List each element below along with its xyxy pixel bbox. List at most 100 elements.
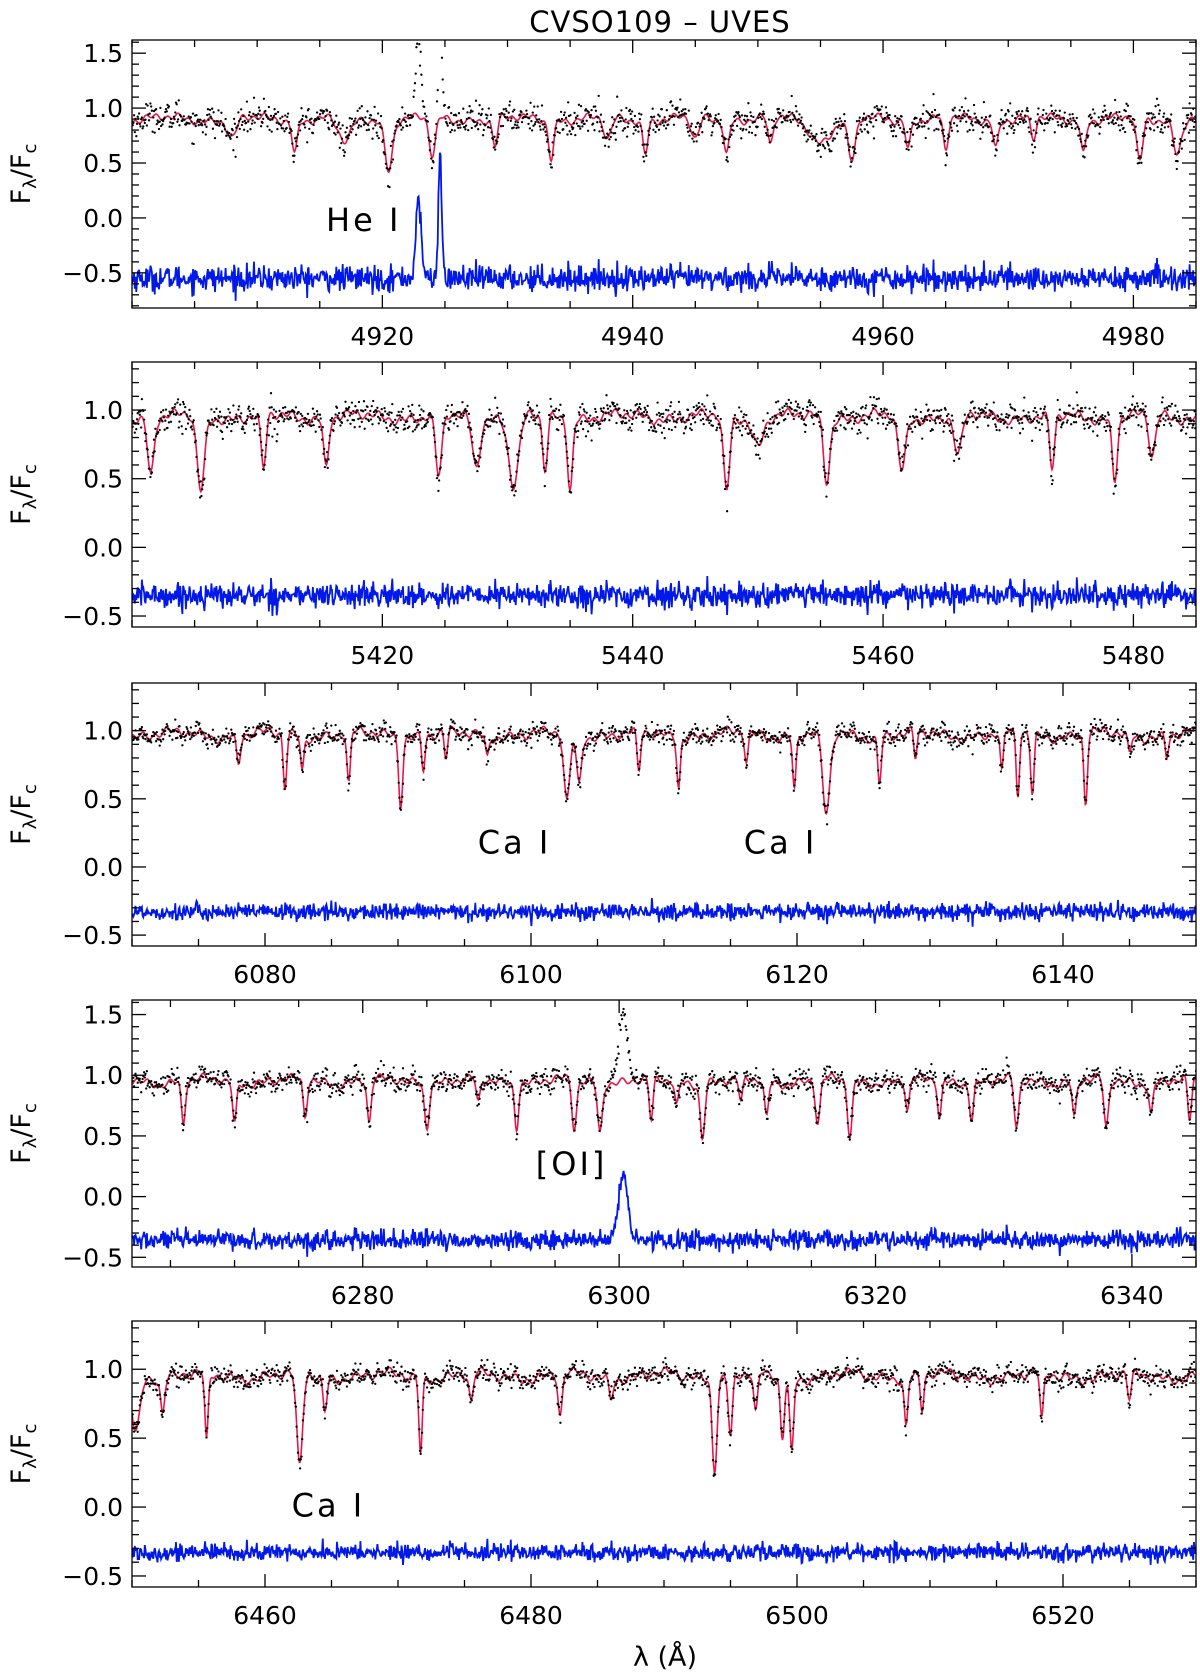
observed-point: [198, 1078, 202, 1081]
observed-point: [340, 732, 344, 735]
observed-point: [1091, 430, 1095, 433]
observed-point: [176, 1066, 179, 1070]
observed-point: [1134, 409, 1137, 412]
observed-point: [247, 407, 250, 410]
observed-point: [607, 411, 610, 414]
observed-point: [1023, 739, 1026, 743]
observed-point: [1086, 136, 1089, 139]
observed-point: [557, 409, 561, 412]
observed-point: [1166, 750, 1169, 754]
observed-point: [966, 733, 969, 736]
observed-point: [538, 424, 542, 427]
observed-point: [299, 757, 302, 760]
observed-point: [869, 412, 873, 415]
observed-point: [320, 428, 323, 432]
observed-point: [603, 738, 606, 742]
observed-point: [534, 731, 537, 734]
observed-point: [1154, 105, 1157, 108]
observed-point: [692, 140, 695, 143]
observed-point: [785, 736, 788, 740]
observed-point: [1123, 427, 1126, 431]
observed-point: [996, 415, 1000, 418]
y-tick-label: −0.5: [62, 602, 123, 631]
observed-point: [1161, 131, 1164, 134]
observed-point: [1065, 737, 1069, 740]
observed-point: [665, 738, 668, 742]
observed-point: [132, 114, 136, 117]
observed-point: [1011, 125, 1015, 128]
observed-point: [167, 421, 171, 424]
observed-point: [608, 737, 612, 741]
observed-point: [1118, 743, 1122, 746]
observed-point: [214, 418, 217, 421]
observed-point: [779, 115, 783, 118]
observed-point: [1129, 752, 1132, 755]
observed-point: [289, 417, 293, 420]
observed-point: [855, 415, 859, 419]
observed-point: [658, 414, 661, 417]
observed-point: [1070, 733, 1074, 736]
observed-point: [668, 419, 671, 422]
observed-point: [1093, 419, 1096, 423]
observed-point: [498, 420, 502, 423]
observed-point: [1091, 726, 1095, 729]
observed-point: [832, 750, 835, 753]
observed-point: [323, 110, 326, 113]
observed-point: [704, 107, 708, 110]
observed-point: [1056, 120, 1059, 124]
observed-point: [1088, 122, 1091, 126]
observed-point: [1032, 409, 1035, 413]
observed-point: [537, 120, 540, 124]
observed-point: [820, 426, 823, 429]
observed-point: [663, 116, 666, 119]
observed-point: [1177, 415, 1181, 418]
observed-point: [502, 431, 505, 434]
observed-point: [1087, 416, 1090, 420]
observed-point: [995, 149, 998, 152]
observed-point: [248, 409, 251, 413]
observed-point: [1028, 415, 1031, 418]
observed-point: [999, 118, 1003, 121]
observed-point: [990, 131, 993, 135]
observed-point: [363, 427, 366, 430]
observed-point: [163, 733, 166, 736]
observed-point: [182, 115, 185, 118]
observed-point: [415, 725, 418, 728]
observed-point: [172, 413, 176, 416]
observed-point: [226, 419, 229, 423]
observed-point: [223, 735, 227, 738]
observed-point: [955, 124, 959, 127]
observed-point: [1077, 127, 1081, 131]
observed-point: [1104, 415, 1107, 418]
observed-point: [669, 724, 673, 727]
observed-point: [1031, 151, 1035, 154]
observed-point: [801, 415, 804, 418]
observed-point: [734, 422, 737, 425]
observed-point: [527, 122, 530, 126]
observed-point: [224, 1078, 227, 1082]
observed-point: [918, 728, 922, 731]
observed-point: [544, 469, 547, 473]
observed-point: [636, 408, 639, 411]
observed-point: [1087, 134, 1090, 137]
observed-point: [558, 131, 561, 135]
observed-point: [738, 730, 742, 733]
observed-point: [572, 457, 575, 461]
observed-point: [813, 729, 816, 732]
observed-point: [1085, 418, 1088, 421]
observed-point: [149, 475, 152, 479]
observed-point: [1005, 118, 1008, 121]
observed-point: [830, 756, 834, 760]
observed-point: [808, 399, 811, 402]
observed-point: [218, 1083, 222, 1087]
observed-point: [371, 722, 374, 726]
observed-point: [828, 148, 831, 151]
observed-point: [413, 89, 416, 92]
observed-point: [477, 454, 480, 457]
observed-point: [479, 731, 483, 735]
observed-point: [1033, 762, 1036, 766]
observed-point: [944, 408, 947, 411]
observed-point: [1192, 125, 1196, 129]
observed-point: [591, 422, 595, 425]
observed-point: [864, 407, 867, 410]
